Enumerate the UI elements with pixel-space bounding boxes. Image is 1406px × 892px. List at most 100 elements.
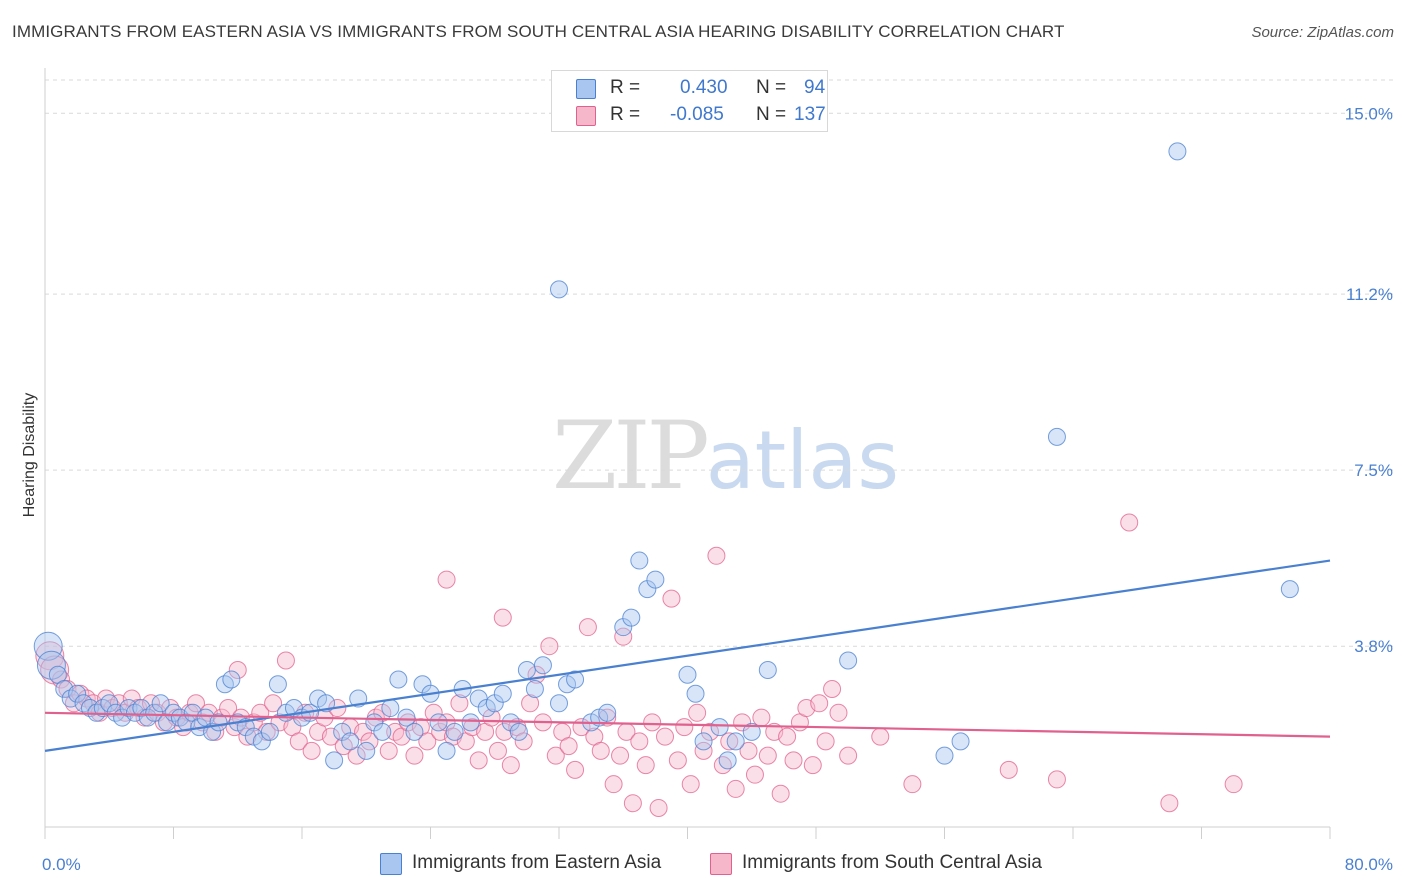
data-point bbox=[1160, 794, 1179, 813]
data-point bbox=[810, 694, 829, 713]
data-point bbox=[450, 694, 469, 713]
data-point bbox=[752, 708, 771, 727]
data-point bbox=[720, 732, 739, 751]
data-point bbox=[681, 775, 700, 794]
data-point bbox=[268, 675, 287, 694]
bottom-legend-swatch-pink bbox=[710, 853, 732, 875]
data-point bbox=[726, 779, 745, 798]
watermark: ZIPatlas bbox=[552, 402, 899, 511]
data-point bbox=[598, 703, 617, 722]
y-axis-label: Hearing Disability bbox=[21, 393, 38, 518]
data-point bbox=[758, 660, 777, 679]
data-point bbox=[739, 741, 758, 760]
data-point bbox=[718, 751, 737, 770]
data-point bbox=[713, 756, 732, 775]
legend-r-value: -0.085 bbox=[670, 104, 724, 125]
data-point bbox=[325, 751, 344, 770]
data-point bbox=[540, 637, 559, 656]
data-point bbox=[643, 713, 662, 732]
data-point bbox=[321, 727, 340, 746]
data-point bbox=[509, 722, 528, 741]
data-point bbox=[1047, 427, 1066, 446]
data-point bbox=[493, 684, 512, 703]
data-point bbox=[784, 751, 803, 770]
y-tick-label: 11.2% bbox=[1346, 285, 1393, 304]
data-point bbox=[151, 694, 170, 713]
legend-n-label: N = bbox=[756, 77, 787, 98]
data-point bbox=[68, 684, 87, 703]
data-point bbox=[823, 680, 842, 699]
data-point bbox=[550, 280, 568, 299]
data-point bbox=[726, 732, 745, 751]
data-point bbox=[373, 722, 392, 741]
data-point bbox=[668, 751, 687, 770]
data-point bbox=[707, 546, 726, 565]
data-point bbox=[1280, 580, 1299, 599]
data-point bbox=[636, 756, 655, 775]
data-point bbox=[578, 618, 597, 637]
data-point bbox=[803, 756, 822, 775]
data-point bbox=[604, 775, 623, 794]
data-point bbox=[591, 741, 610, 760]
data-point bbox=[215, 675, 234, 694]
data-point bbox=[678, 665, 697, 684]
data-point bbox=[405, 722, 424, 741]
data-point bbox=[357, 741, 376, 760]
data-point bbox=[445, 722, 464, 741]
data-point bbox=[614, 627, 633, 646]
stats-legend: R = 0.430 N = 94 R = -0.085 N = 137 bbox=[551, 70, 828, 132]
data-point bbox=[461, 713, 480, 732]
data-point bbox=[405, 746, 424, 765]
data-point bbox=[40, 655, 70, 685]
data-point bbox=[546, 746, 565, 765]
data-point bbox=[1224, 775, 1243, 794]
data-point bbox=[816, 732, 835, 751]
data-point bbox=[341, 732, 360, 751]
data-point bbox=[646, 570, 665, 589]
data-point bbox=[611, 746, 630, 765]
data-point bbox=[662, 589, 681, 608]
data-point bbox=[622, 608, 641, 627]
data-point bbox=[142, 694, 161, 713]
legend-swatch-blue bbox=[576, 79, 596, 99]
trend-line bbox=[44, 559, 1331, 752]
data-point bbox=[694, 732, 713, 751]
data-point bbox=[119, 699, 138, 718]
data-point bbox=[533, 656, 552, 675]
data-point bbox=[1168, 142, 1187, 161]
data-point bbox=[935, 746, 954, 765]
data-point bbox=[517, 660, 536, 679]
data-point bbox=[871, 727, 890, 746]
data-point bbox=[36, 650, 66, 680]
data-point bbox=[122, 689, 141, 708]
data-point bbox=[745, 765, 764, 784]
data-point bbox=[429, 713, 448, 732]
data-point bbox=[688, 703, 707, 722]
data-point bbox=[469, 751, 488, 770]
data-point bbox=[418, 732, 437, 751]
legend-r-label: R = bbox=[610, 104, 641, 125]
legend-r-value: 0.430 bbox=[680, 77, 728, 98]
data-point bbox=[559, 737, 578, 756]
data-point bbox=[276, 651, 295, 670]
data-point bbox=[550, 694, 568, 713]
data-point bbox=[778, 727, 797, 746]
source-label: Source: ZipAtlas.com bbox=[1251, 24, 1394, 41]
data-point bbox=[630, 732, 649, 751]
x-tick-label: 0.0% bbox=[42, 855, 81, 874]
data-point bbox=[264, 694, 283, 713]
y-tick-label: 15.0% bbox=[1345, 104, 1393, 123]
data-point bbox=[839, 651, 858, 670]
data-point bbox=[379, 741, 398, 760]
data-point bbox=[228, 660, 247, 679]
bottom-legend-swatch-blue bbox=[380, 853, 402, 875]
data-point bbox=[566, 760, 585, 779]
data-point bbox=[566, 670, 585, 689]
data-point bbox=[488, 741, 507, 760]
data-point bbox=[222, 670, 241, 689]
legend-n-label: N = bbox=[756, 104, 787, 125]
data-point bbox=[381, 699, 400, 718]
trend-line bbox=[44, 711, 1331, 738]
data-point bbox=[437, 570, 456, 589]
